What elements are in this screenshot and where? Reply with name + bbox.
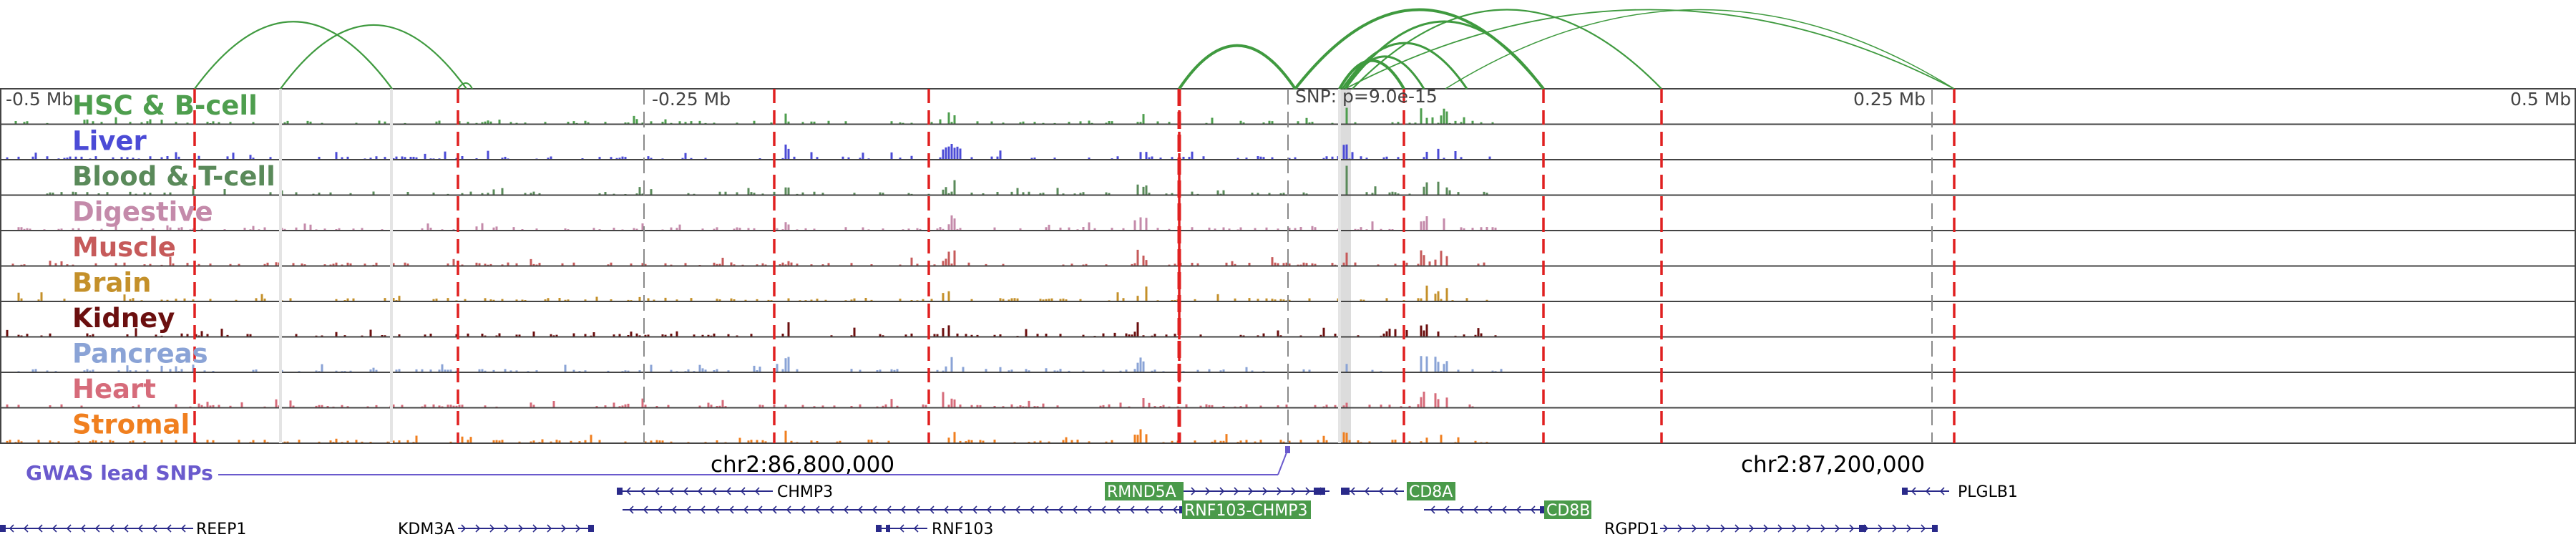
- gene-exon: [1932, 525, 1938, 532]
- gray-marker: [390, 89, 393, 443]
- gene-label: RNF103-CHMP3: [1184, 502, 1307, 520]
- loop-arc: [1345, 9, 1955, 90]
- gene-exon: [1341, 488, 1347, 495]
- track-label-5: Brain: [72, 268, 151, 299]
- signal-4: [11, 249, 1485, 266]
- loop-arc: [194, 21, 393, 90]
- track-label-8: Heart: [72, 374, 156, 405]
- gene-exon: [876, 525, 882, 532]
- loop-arc: [1341, 42, 1468, 90]
- track-label-9: Stromal: [72, 410, 190, 440]
- gene-label: REEP1: [196, 521, 246, 537]
- gene-strand-arrows: [1663, 524, 1926, 533]
- gene-strand-arrows: [1350, 487, 1398, 495]
- gene-highlight-box: [1544, 500, 1591, 519]
- gene-strand-arrows: [1911, 487, 1945, 495]
- gene-label: RNF103: [932, 521, 993, 537]
- gray-marker: [1338, 89, 1341, 443]
- signal-7: [17, 356, 1503, 372]
- gene-highlight-box: [1407, 482, 1455, 500]
- gene-strand-arrows: [9, 524, 186, 533]
- gene-strand-arrows: [1430, 505, 1536, 514]
- coordinate-label-1: chr2:86,800,000: [711, 452, 894, 478]
- gene-highlight-box: [1105, 482, 1184, 500]
- axis-tick-pos-0-25: 0.25 Mb: [1853, 89, 1926, 110]
- gene-label: PLGLB1: [1958, 483, 2018, 501]
- gene-label: CD8B: [1546, 502, 1590, 520]
- chromatin-loops: [194, 8, 1955, 90]
- gene-exon: [617, 488, 623, 495]
- gene-exon: [0, 525, 6, 532]
- gene-exon: [588, 525, 594, 532]
- signal-3: [17, 215, 1497, 230]
- loop-arc: [280, 24, 467, 90]
- gene-label: KDM3A: [398, 521, 454, 537]
- gene-strand-arrows: [628, 505, 1178, 514]
- annotation-dashes: [193, 89, 1956, 443]
- gene-label: CHMP3: [777, 483, 833, 501]
- track-label-0: HSC & B-cell: [72, 90, 258, 121]
- signal-0: [14, 107, 1494, 124]
- track-label-3: Digestive: [72, 197, 213, 228]
- coordinate-label-2: chr2:87,200,000: [1741, 452, 1925, 478]
- gwas-row: GWAS lead SNPs: [26, 446, 1290, 485]
- axis-tick-neg-0-25: -0.25 Mb: [652, 89, 731, 110]
- track-label-7: Pancreas: [72, 339, 208, 369]
- track-label-4: Muscle: [72, 232, 176, 263]
- signal-1: [6, 144, 1491, 159]
- gene-highlight-box: [1182, 500, 1311, 519]
- loop-arc: [1344, 20, 1545, 90]
- axis-tick-pos-0-5: 0.5 Mb: [2510, 89, 2571, 110]
- signal-8: [6, 392, 1474, 407]
- loop-arc: [1445, 9, 1955, 90]
- gene-label: RGPD1: [1604, 521, 1659, 537]
- gene-label: CD8A: [1409, 483, 1453, 501]
- loop-arc: [1352, 9, 1662, 90]
- loop-arc: [457, 82, 473, 90]
- gene-exon: [1345, 488, 1350, 495]
- gwas-label: GWAS lead SNPs: [26, 461, 213, 485]
- signal-tracks: [6, 107, 1503, 442]
- loop-arc: [1294, 8, 1545, 90]
- genomic-coordinates: chr2:86,800,000 chr2:87,200,000: [711, 452, 1925, 478]
- track-label-6: Kidney: [72, 303, 175, 334]
- gene-label: RMND5A: [1107, 483, 1176, 501]
- gene-strand-arrows: [461, 524, 581, 533]
- track-label-2: Blood & T-cell: [72, 161, 275, 192]
- axis-snp-label: SNP: p=9.0e-15: [1295, 86, 1438, 107]
- signal-5: [17, 285, 1488, 301]
- track-labels: HSC & B-cell Liver Blood & T-cell Digestive…: [72, 90, 275, 440]
- gray-marker: [279, 89, 282, 443]
- axis-tick-neg-0-5: -0.5 Mb: [6, 89, 73, 110]
- signal-9: [6, 429, 1488, 442]
- gene-exon: [1540, 506, 1546, 513]
- gene-annotations: CHMP3 RMND5A CD8A PLGLB1 RNF103-CHMP3 CD8B REE…: [0, 482, 2018, 537]
- gwas-snp-marker: [1285, 446, 1290, 453]
- loop-arc: [1178, 44, 1297, 90]
- gene-exon: [1859, 525, 1866, 532]
- gene-exon: [1315, 488, 1325, 495]
- signal-2: [46, 165, 1488, 195]
- gene-exon: [1902, 488, 1908, 495]
- signal-6: [6, 322, 1497, 337]
- gene-strand-arrows: [625, 487, 760, 495]
- track-label-1: Liver: [72, 126, 147, 157]
- gene-exon: [886, 525, 890, 532]
- distance-axis: -0.5 Mb -0.25 Mb SNP: p=9.0e-15 0.25 Mb …: [6, 86, 2571, 110]
